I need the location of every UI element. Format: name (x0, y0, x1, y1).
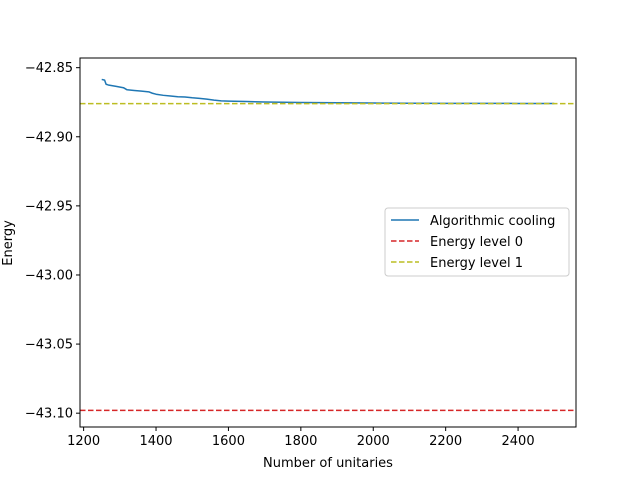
axes-frame (79, 57, 577, 428)
legend-label: Energy level 0 (430, 235, 523, 250)
y-tick-label: −42.90 (25, 130, 73, 145)
x-tick-label: 1400 (139, 434, 172, 449)
legend: Algorithmic cooling Energy level 0 Energy … (384, 207, 570, 277)
x-tick-label: 1200 (67, 434, 100, 449)
x-axis-ticks: 1200 1400 1600 1800 2000 2200 2400 (67, 427, 535, 449)
x-tick-label: 2000 (357, 434, 390, 449)
x-tick-label: 1600 (212, 434, 245, 449)
y-tick-label: −43.10 (25, 407, 73, 422)
x-axis-label: Number of unitaries (263, 456, 393, 471)
x-tick-label: 2200 (429, 434, 462, 449)
legend-label: Algorithmic cooling (430, 214, 555, 229)
y-tick-label: −42.85 (25, 61, 73, 76)
y-tick-label: −43.00 (25, 268, 73, 283)
x-tick-label: 2400 (502, 434, 535, 449)
y-axis-label: Energy (1, 220, 16, 266)
y-axis-ticks: −42.85 −42.90 −42.95 −43.00 −43.05 −43.10 (25, 61, 80, 422)
y-tick-label: −43.05 (25, 338, 73, 353)
y-tick-label: −42.95 (25, 199, 73, 214)
legend-label: Energy level 1 (430, 256, 523, 271)
x-tick-label: 1800 (284, 434, 317, 449)
legend-box (384, 207, 570, 277)
series-line-algorithmic-cooling (101, 78, 555, 105)
series-layer (80, 78, 576, 412)
